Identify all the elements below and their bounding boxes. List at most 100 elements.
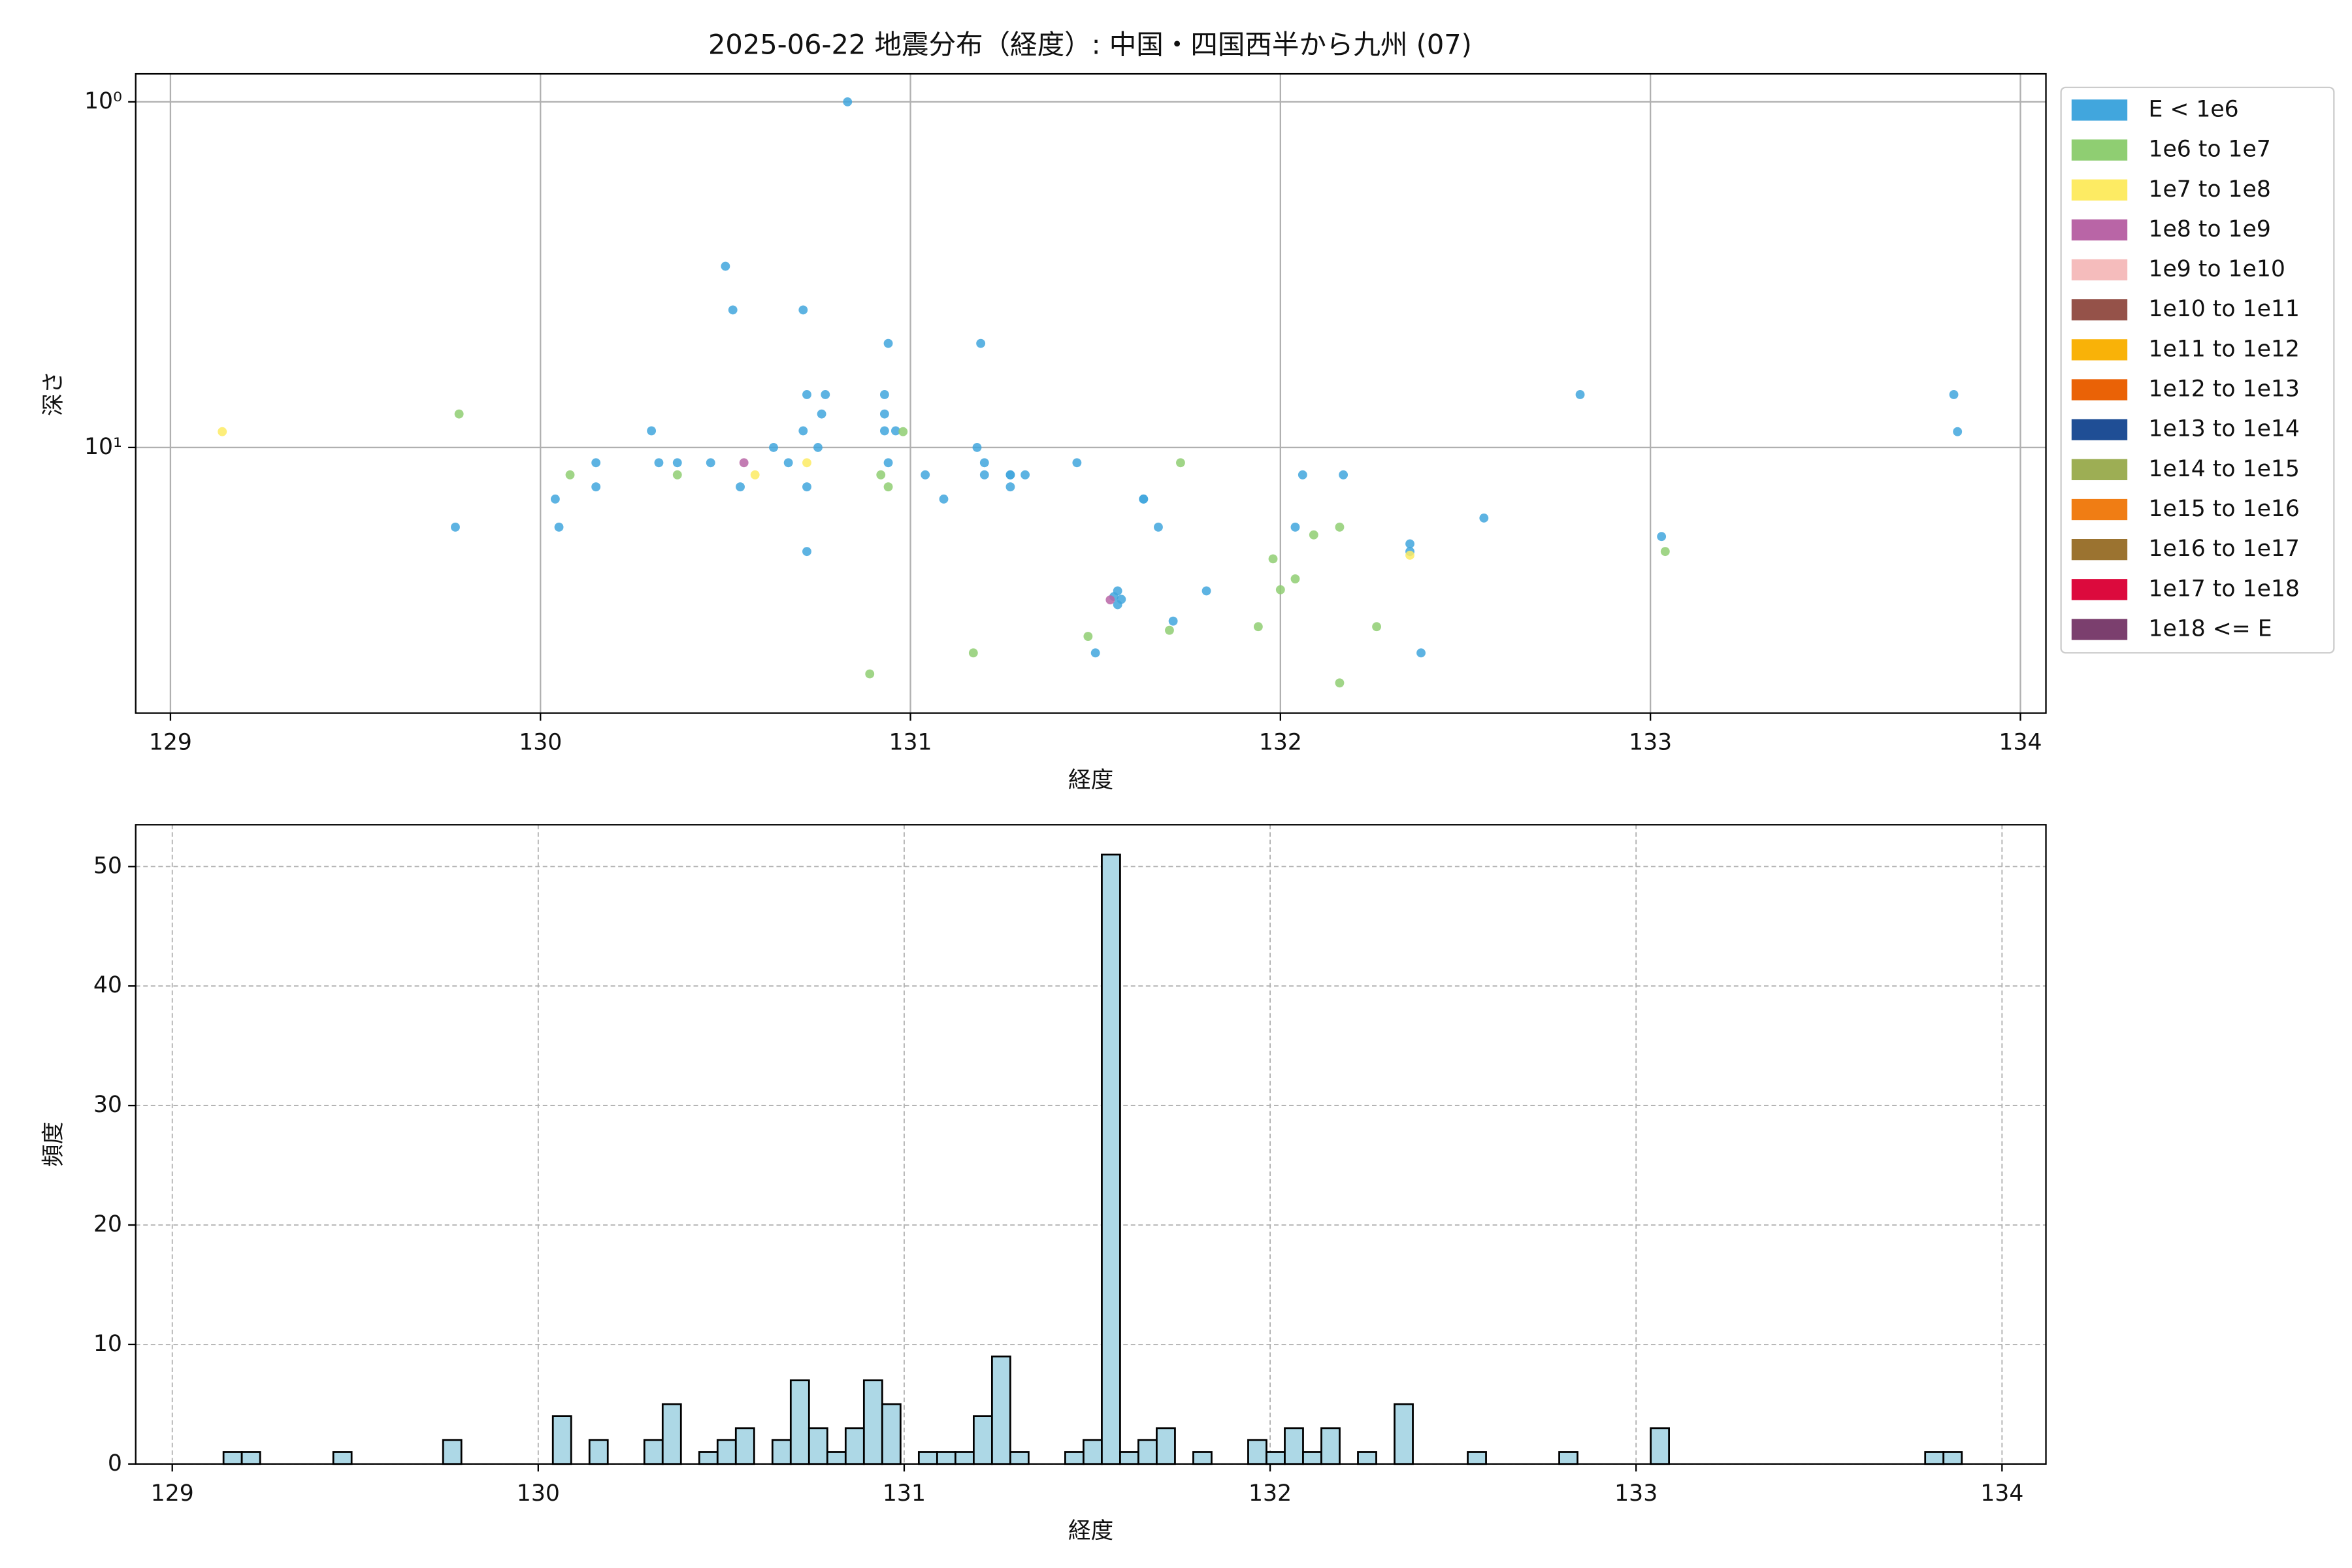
bar (771, 1439, 792, 1465)
bar (972, 1415, 993, 1465)
point (454, 409, 464, 419)
point (1005, 470, 1015, 480)
bar (588, 1439, 609, 1465)
point (1335, 522, 1345, 532)
bar (1467, 1451, 1487, 1465)
point (879, 426, 889, 436)
point (802, 547, 811, 557)
point (769, 442, 778, 452)
point (1154, 522, 1163, 532)
legend-label: E < 1e6 (2148, 96, 2238, 122)
point (921, 470, 930, 480)
point (1416, 648, 1426, 658)
point (591, 458, 601, 468)
point (591, 482, 601, 492)
point (802, 390, 811, 399)
x-axis-label: 経度 (1068, 1518, 1113, 1544)
bar (1302, 1451, 1322, 1465)
y-tick-label: 20 (93, 1211, 122, 1237)
y-tick-label: 40 (93, 972, 122, 998)
x-tick-label: 129 (151, 1480, 194, 1507)
bar (1357, 1451, 1377, 1465)
point (1660, 547, 1670, 557)
legend-swatch (2071, 99, 2128, 121)
point (1479, 513, 1489, 523)
bar (1942, 1451, 1963, 1465)
point (728, 305, 738, 315)
bar (1558, 1451, 1578, 1465)
x-tick-label: 134 (1999, 730, 2042, 756)
point (979, 458, 989, 468)
point (1575, 390, 1585, 399)
bar (1247, 1439, 1267, 1465)
bar (1192, 1451, 1213, 1465)
point (1290, 574, 1300, 583)
bar (862, 1379, 883, 1465)
y-tick-label: 50 (93, 853, 122, 879)
x-tick-label: 131 (889, 730, 932, 756)
bar (1924, 1451, 1945, 1465)
point (865, 669, 875, 679)
x-tick-label: 132 (1259, 730, 1302, 756)
point (1165, 625, 1174, 635)
legend-swatch (2071, 459, 2128, 480)
point (1298, 470, 1307, 480)
bar (954, 1451, 975, 1465)
x-tick-label: 130 (519, 730, 562, 756)
bar (1320, 1427, 1341, 1465)
point (1309, 530, 1318, 540)
point (1339, 470, 1348, 480)
bar (1156, 1427, 1176, 1465)
legend-label: 1e17 to 1e18 (2148, 576, 2299, 602)
point (672, 458, 682, 468)
point (817, 409, 826, 419)
bar (881, 1403, 902, 1465)
bar (643, 1439, 664, 1465)
point (883, 338, 893, 348)
legend-label: 1e18 <= E (2148, 615, 2272, 642)
legend-swatch (2071, 299, 2128, 321)
point (1372, 622, 1382, 632)
point (883, 482, 893, 492)
point (1290, 522, 1300, 532)
legend-label: 1e6 to 1e7 (2148, 137, 2270, 163)
point (898, 427, 908, 436)
point (821, 390, 830, 399)
point (739, 458, 749, 468)
point (706, 458, 715, 468)
point (1105, 595, 1115, 605)
legend-label: 1e9 to 1e10 (2148, 256, 2285, 282)
legend-swatch (2071, 539, 2128, 561)
bar (734, 1427, 755, 1465)
point (736, 482, 745, 492)
point (968, 648, 978, 658)
point (939, 494, 949, 504)
point (550, 494, 560, 504)
point (1168, 616, 1178, 626)
legend-swatch (2071, 339, 2128, 361)
point (798, 426, 808, 436)
point (783, 458, 793, 468)
point (876, 470, 886, 480)
bar (332, 1451, 353, 1465)
point (972, 442, 982, 452)
legend-swatch (2071, 379, 2128, 400)
bar (1101, 853, 1121, 1465)
y-axis-label: 深さ (41, 371, 67, 416)
plot-frame (135, 73, 2047, 714)
point (672, 470, 682, 480)
legend-label: 1e15 to 1e16 (2148, 496, 2299, 522)
point (1139, 494, 1149, 504)
point (654, 458, 664, 468)
legend-swatch (2071, 219, 2128, 241)
y-tick-label: 10 (93, 1331, 122, 1357)
bar (844, 1427, 865, 1465)
y-axis-label: 頻度 (41, 1122, 67, 1167)
point (554, 522, 564, 532)
legend-swatch (2071, 179, 2128, 201)
point (1949, 390, 1959, 399)
point (1335, 678, 1345, 688)
y-tick-label: 10¹ (84, 434, 122, 460)
point (879, 390, 889, 399)
